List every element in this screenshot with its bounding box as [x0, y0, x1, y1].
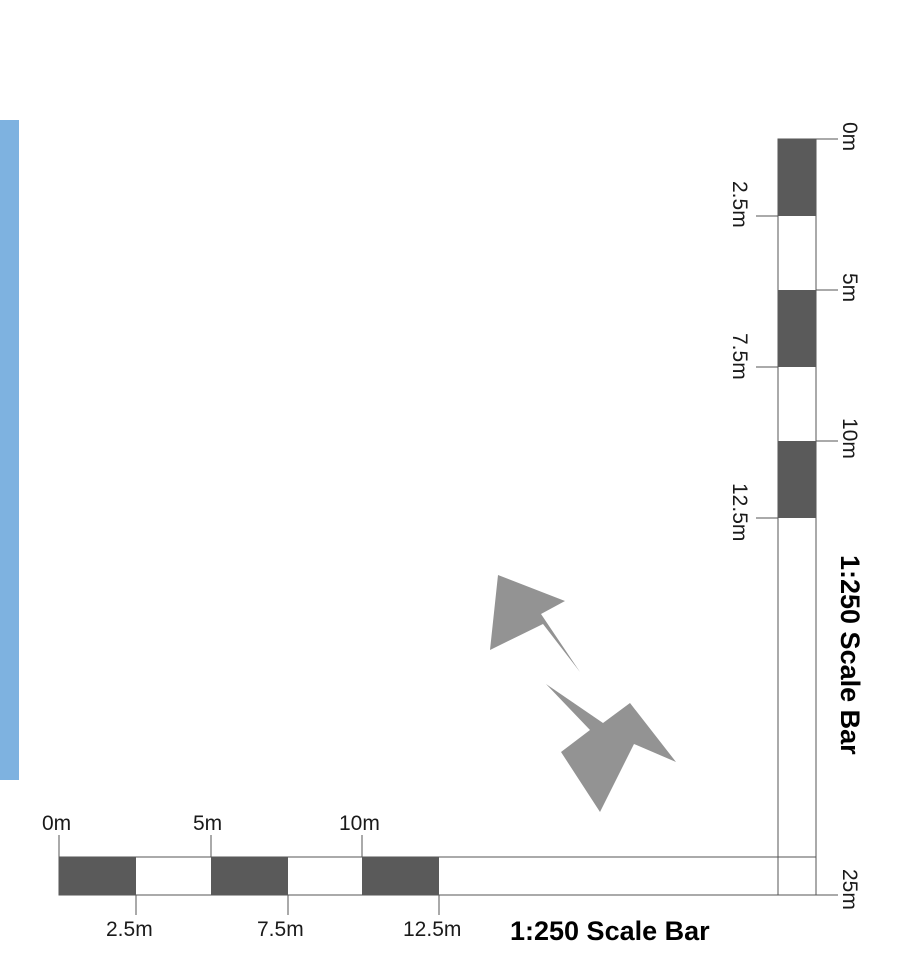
horizontal-segment-dark [362, 857, 439, 895]
vertical-label-7-5m: 7.5m [728, 333, 751, 380]
horizontal-segment-dark [59, 857, 136, 895]
horizontal-label-12-5m: 12.5m [403, 918, 461, 941]
horizontal-scale-title: 1:250 Scale Bar [510, 916, 710, 946]
vertical-label-0m: 0m [838, 122, 861, 151]
north-arrow-icon [490, 575, 676, 812]
horizontal-segment-dark [211, 857, 288, 895]
horizontal-label-10m: 10m [339, 812, 380, 835]
vertical-segment-dark [778, 290, 816, 367]
vertical-segment-dark [778, 139, 816, 216]
horizontal-scale-bar: 0m 5m 10m 2.5m 7.5m 12.5m 1:250 Scale Ba… [42, 812, 817, 946]
horizontal-label-7-5m: 7.5m [257, 918, 304, 941]
vertical-label-10m: 10m [838, 418, 861, 459]
vertical-label-12-5m: 12.5m [728, 483, 751, 541]
vertical-scale-bar: 0m 5m 10m 25m 2.5m 7.5m 12.5m 1:250 Scal… [728, 122, 865, 910]
horizontal-label-0m: 0m [42, 812, 71, 835]
horizontal-label-2-5m: 2.5m [106, 918, 153, 941]
north-arrow-head [490, 575, 580, 672]
vertical-label-2-5m: 2.5m [728, 181, 751, 228]
vertical-scale-title: 1:250 Scale Bar [835, 555, 865, 755]
vertical-label-5m: 5m [838, 273, 861, 302]
vertical-label-25m: 25m [838, 869, 861, 910]
horizontal-label-5m: 5m [193, 812, 222, 835]
side-strip [0, 120, 19, 780]
north-arrow-body [546, 684, 676, 812]
vertical-segment-dark [778, 441, 816, 518]
